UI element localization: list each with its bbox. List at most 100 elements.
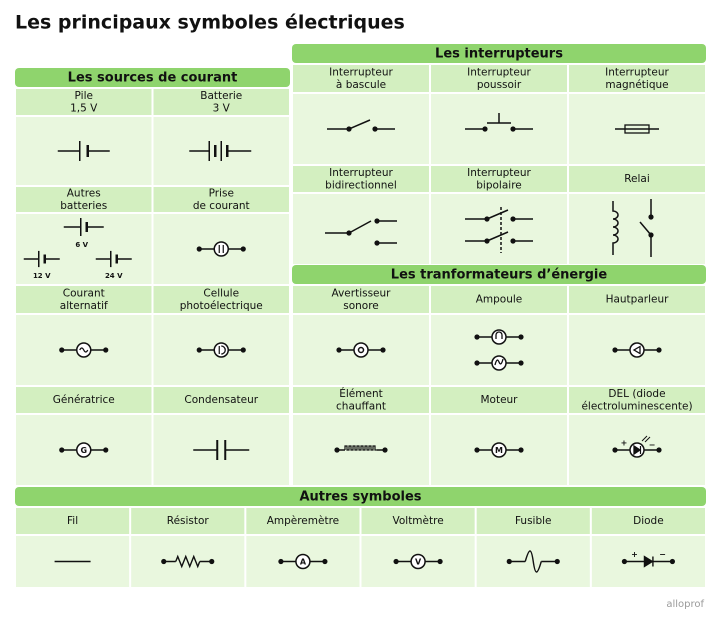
cell-label: 1,5 V	[70, 102, 98, 114]
symbol-line	[486, 231, 509, 242]
section-header	[15, 487, 706, 506]
cell-label: Interrupteur	[329, 167, 393, 179]
label-cell	[476, 508, 590, 534]
cell-label: Génératrice	[53, 394, 115, 406]
symbol-path	[344, 445, 377, 451]
symbol-text: −	[659, 550, 666, 559]
symbol-circle	[629, 342, 645, 358]
symbol-line	[641, 435, 648, 442]
cell-label: alternatif	[60, 300, 108, 312]
symbol-path	[633, 444, 642, 456]
cell-label: photoélectrique	[180, 300, 263, 312]
cell-label: Interrupteur	[467, 167, 531, 179]
symbol-cell	[431, 194, 567, 264]
symbol-text: +	[631, 550, 638, 559]
cell-label: Interrupteur	[467, 66, 531, 78]
label-cell	[431, 65, 567, 92]
cell-label: Avertisseur	[332, 287, 392, 299]
label-cell	[569, 286, 705, 313]
cell-label: à bascule	[336, 79, 386, 91]
label-cell	[569, 166, 705, 192]
terminal	[278, 558, 284, 565]
symbol-path	[643, 555, 654, 568]
label-cell	[153, 89, 289, 115]
terminal	[474, 334, 480, 340]
symbol-cell	[153, 415, 289, 485]
cell-label: Pile	[75, 90, 93, 102]
symbol-path	[175, 554, 201, 569]
cell-label: DEL (diode	[608, 388, 665, 400]
symbol-path	[612, 201, 619, 255]
cell-label: Résistor	[167, 515, 210, 527]
terminal	[474, 360, 480, 366]
cell-label: Fil	[67, 515, 78, 527]
cell-label: Élément	[339, 387, 382, 400]
symbol-circle	[213, 342, 229, 358]
terminal	[518, 334, 524, 340]
symbol-circle	[491, 329, 507, 345]
section-title: Autres symboles	[299, 490, 421, 505]
symbol-cell	[16, 214, 152, 284]
cell-label: Interrupteur	[329, 66, 393, 78]
symbol-cell	[431, 94, 567, 164]
label-cell	[431, 166, 567, 192]
cell-label: Condensateur	[184, 394, 258, 406]
cell-label: Relai	[624, 173, 650, 185]
terminal	[103, 347, 109, 353]
terminal	[518, 360, 524, 366]
terminal	[59, 347, 65, 353]
label-cell	[16, 508, 130, 534]
symbol-text: G	[80, 446, 87, 455]
label-cell	[569, 387, 705, 413]
terminal	[437, 558, 443, 565]
terminal	[240, 347, 246, 353]
label-cell	[431, 286, 567, 313]
symbol-text: A	[300, 558, 307, 567]
terminal	[336, 347, 342, 353]
section-header	[292, 265, 706, 284]
symbol-text: V	[415, 558, 422, 567]
cell-label: Moteur	[480, 394, 518, 406]
cell-label: Ampèremètre	[267, 515, 339, 527]
symbol-circle	[295, 553, 311, 570]
label-cell	[293, 387, 429, 413]
terminal	[196, 347, 202, 353]
terminal	[482, 126, 488, 132]
symbol-cell	[431, 315, 567, 385]
terminal	[656, 347, 662, 353]
cell-label: Courant	[63, 287, 105, 299]
label-cell	[153, 286, 289, 313]
symbol-circle	[76, 442, 92, 458]
cell-label: électroluminescente)	[581, 400, 692, 412]
label-cell	[16, 187, 152, 212]
section-header	[292, 44, 706, 63]
symbol-line	[486, 209, 509, 220]
terminal	[393, 558, 399, 565]
cell-label: Ampoule	[476, 294, 523, 306]
cell-label: 3 V	[213, 102, 231, 114]
symbol-text: M	[495, 446, 503, 455]
label-cell	[293, 166, 429, 192]
terminal	[240, 246, 246, 252]
cell-label: Voltmètre	[392, 515, 443, 527]
symbol-path	[79, 347, 89, 353]
terminal	[103, 447, 109, 453]
cell-label: Cellule	[203, 287, 239, 299]
cell-label: magnétique	[605, 79, 668, 91]
symbol-path	[494, 358, 504, 366]
symbol-circle	[213, 241, 229, 257]
label-cell	[153, 187, 289, 212]
symbol-circle	[491, 442, 507, 458]
symbol-text: +	[621, 439, 628, 448]
cell-label: bidirectionnel	[325, 179, 397, 191]
symbol-cell	[569, 194, 705, 264]
cell-label: Batterie	[200, 90, 242, 102]
terminal	[380, 347, 386, 353]
symbol-circle	[357, 346, 365, 354]
logo: alloprof	[666, 599, 704, 610]
terminal	[474, 447, 480, 453]
label-cell	[131, 508, 245, 534]
symbol-path	[221, 345, 226, 355]
cell-label: chauffant	[336, 400, 386, 412]
